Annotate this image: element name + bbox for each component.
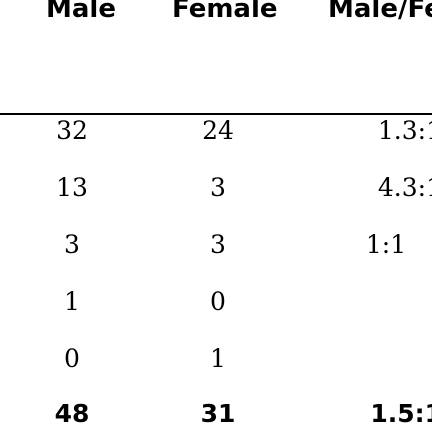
cell-male-row-2: 13 xyxy=(56,173,88,202)
cell-female-row-1: 24 xyxy=(202,116,234,145)
total-male: 48 xyxy=(54,399,90,428)
cell-female-row-3: 3 xyxy=(210,230,226,259)
cell-male-row-3: 3 xyxy=(64,230,80,259)
cell-male-row-4: 1 xyxy=(64,287,80,316)
header-male-female-ratio: Male/Female xyxy=(328,0,432,24)
cell-female-row-5: 1 xyxy=(210,344,226,373)
header-female: Female xyxy=(172,0,278,24)
cell-ratio-row-3: 1:1 xyxy=(365,230,407,259)
total-ratio: 1.5:1 xyxy=(370,399,432,428)
cell-male-row-5: 0 xyxy=(64,344,80,373)
cell-male-row-1: 32 xyxy=(56,116,88,145)
cell-female-row-2: 3 xyxy=(210,173,226,202)
header-male: Male xyxy=(46,0,116,24)
cell-ratio-row-2: 4.3:1 xyxy=(377,173,432,202)
total-female: 31 xyxy=(200,399,236,428)
cell-female-row-4: 0 xyxy=(210,287,226,316)
cell-ratio-row-1: 1.3:1 xyxy=(377,116,432,145)
table-header-rule xyxy=(0,113,432,115)
